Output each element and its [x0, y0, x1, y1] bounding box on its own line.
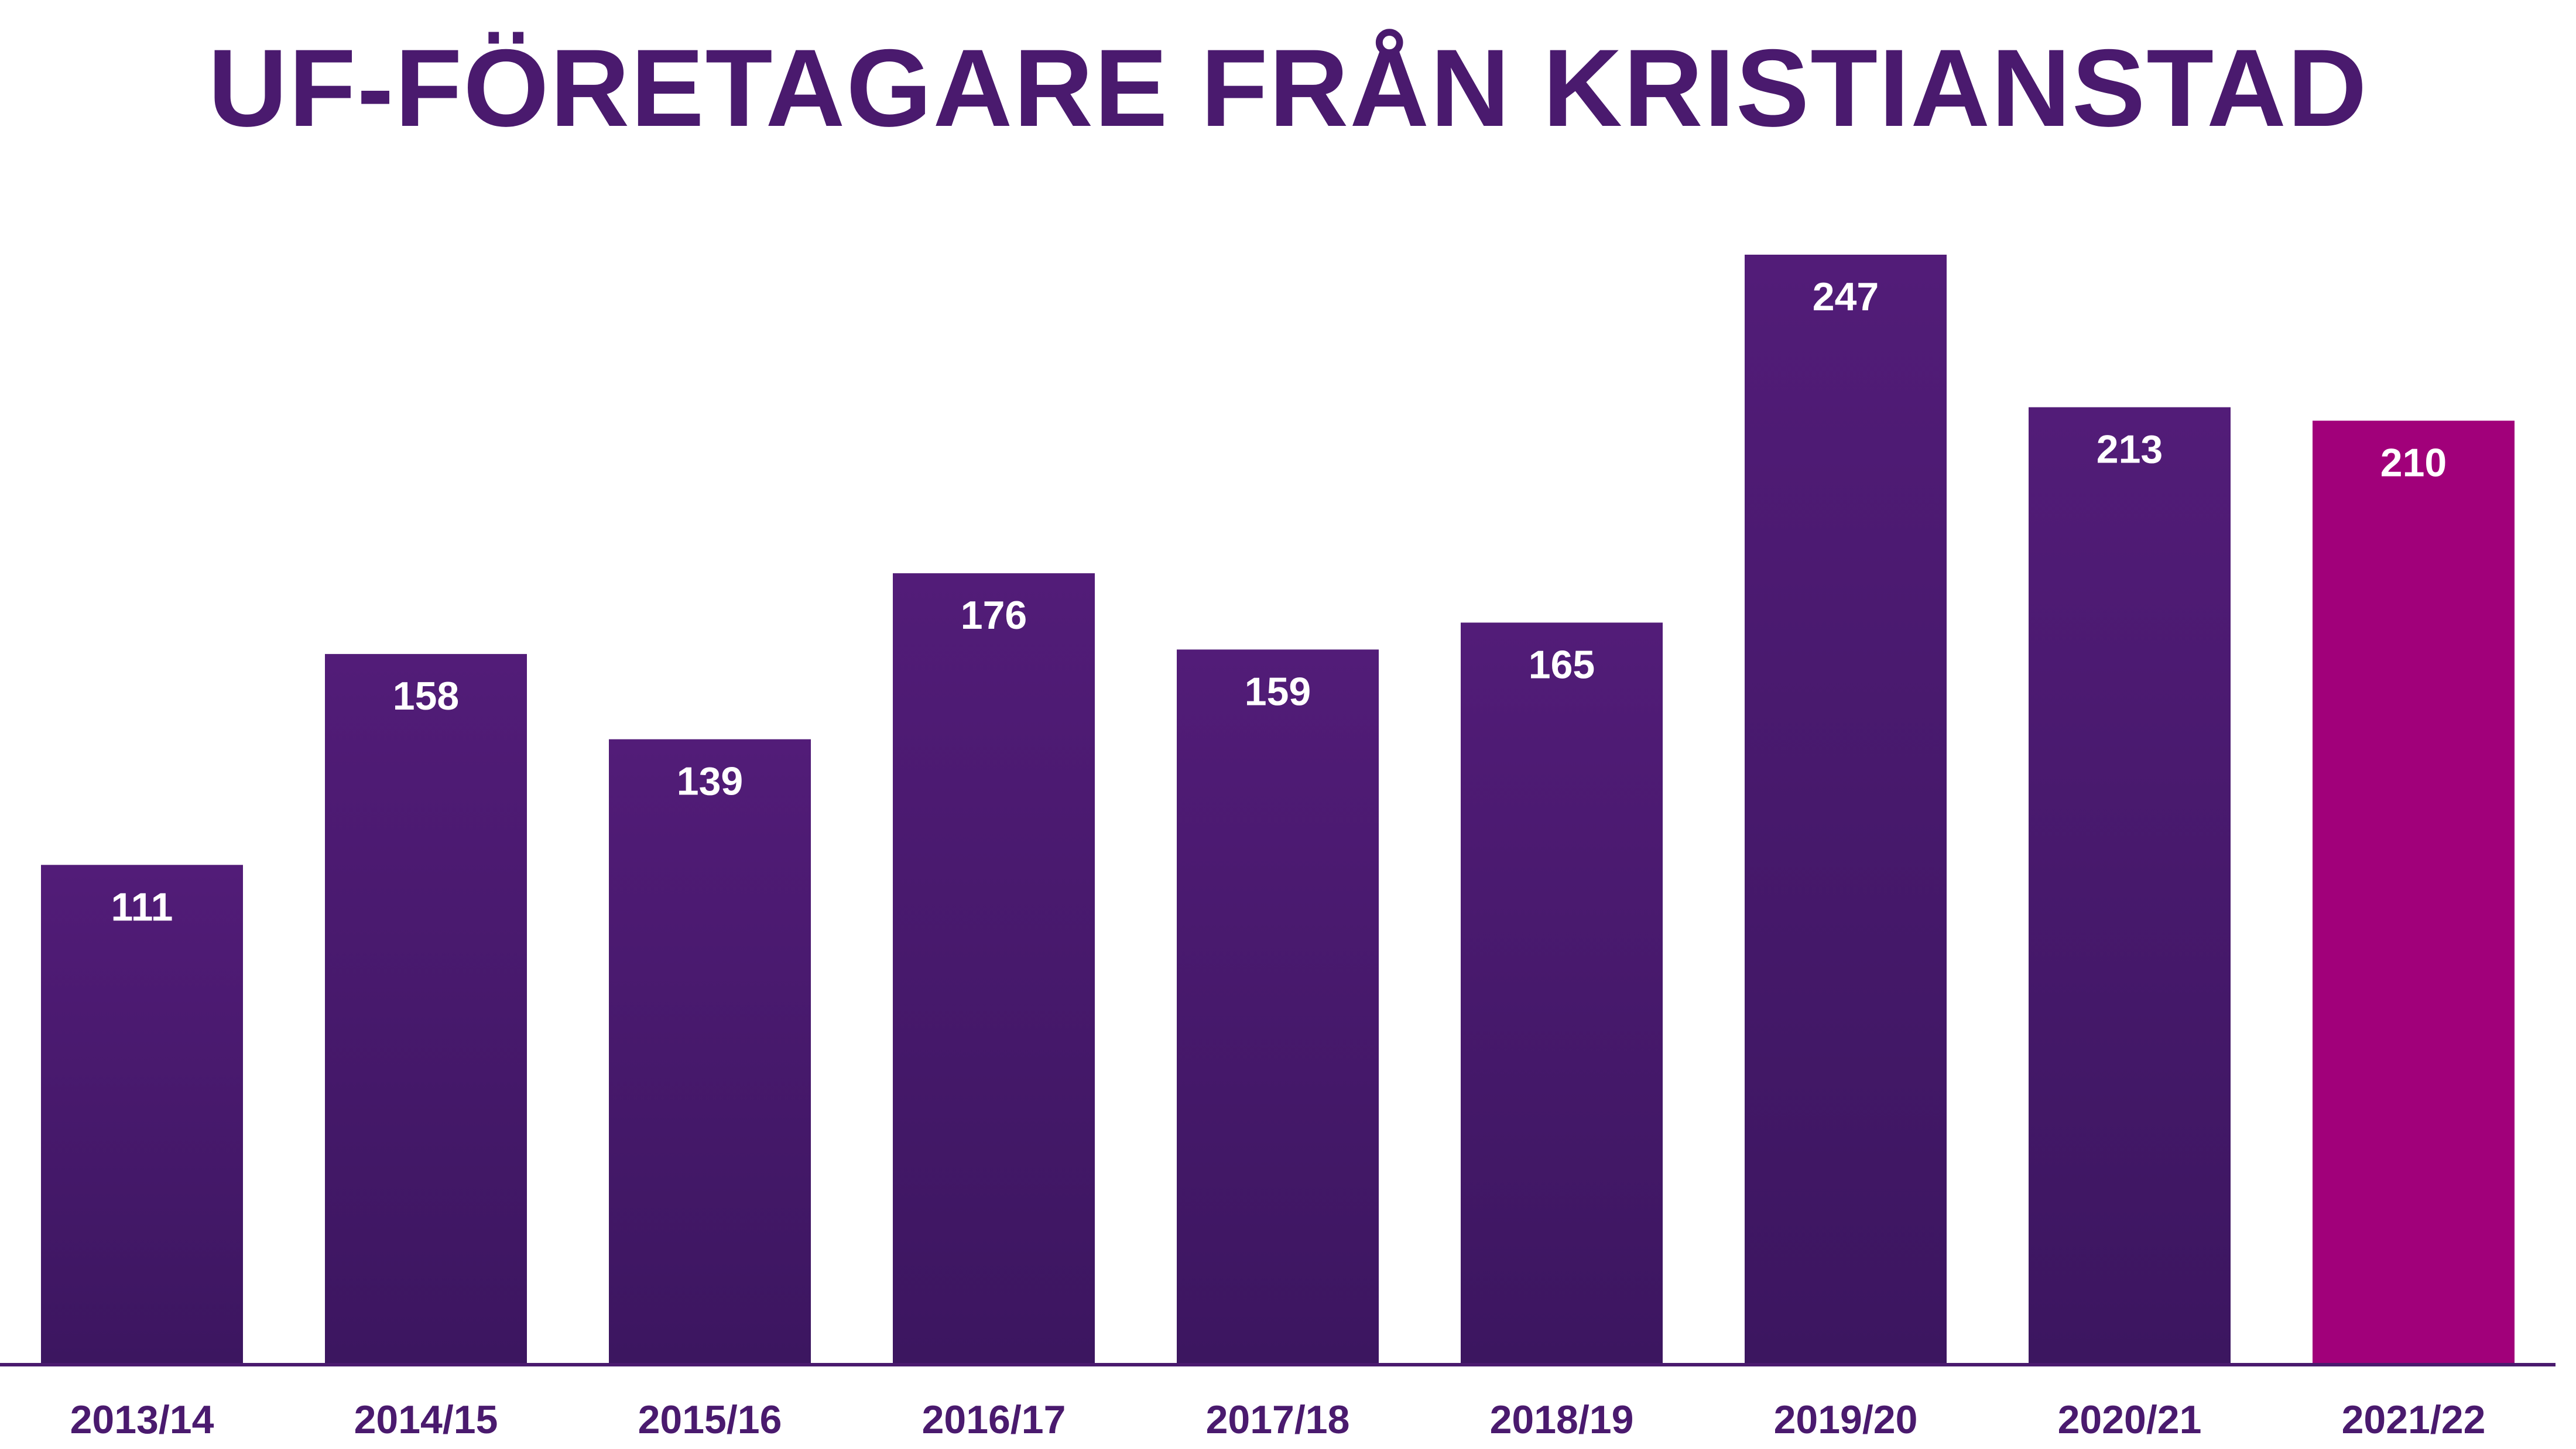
- bar-2014-15: [325, 654, 527, 1363]
- x-tick-label-2017-18: 2017/18: [1206, 1397, 1350, 1442]
- data-label-2017-18: 159: [1245, 669, 1311, 714]
- data-label-2020-21: 213: [2097, 427, 2163, 472]
- x-tick-label-2014-15: 2014/15: [354, 1397, 498, 1442]
- x-tick-label-2013-14: 2013/14: [70, 1397, 214, 1442]
- bar-2020-21: [2029, 407, 2231, 1363]
- bar-2021-22: [2313, 420, 2515, 1363]
- bar-2013-14: [41, 865, 243, 1363]
- bar-2015-16: [609, 739, 811, 1363]
- bar-2017-18: [1177, 649, 1379, 1363]
- data-label-2019-20: 247: [1813, 275, 1879, 319]
- x-tick-label-2021-22: 2021/22: [2342, 1397, 2486, 1442]
- x-tick-label-2016-17: 2016/17: [922, 1397, 1066, 1442]
- x-tick-label-2020-21: 2020/21: [2058, 1397, 2202, 1442]
- x-tick-label-2019-20: 2019/20: [1774, 1397, 1918, 1442]
- data-label-2014-15: 158: [393, 674, 459, 718]
- x-tick-label-2018-19: 2018/19: [1490, 1397, 1634, 1442]
- data-label-2016-17: 176: [961, 593, 1027, 638]
- bar-2018-19: [1461, 622, 1663, 1363]
- x-tick-labels-layer: 2013/14 2014/15 2015/16 2016/17 2017/18 2018/…: [70, 1397, 2486, 1442]
- data-label-2018-19: 165: [1529, 642, 1595, 687]
- data-label-2021-22: 210: [2380, 441, 2447, 485]
- data-labels-layer: 111 158 139 176 159 165 247 213 210: [111, 275, 2447, 929]
- x-tick-label-2015-16: 2015/16: [638, 1397, 782, 1442]
- bars-layer: [41, 255, 2515, 1363]
- chart-title: UF-FÖRETAGARE FRÅN KRISTIANSTAD: [208, 26, 2368, 149]
- data-label-2013-14: 111: [111, 885, 173, 929]
- bar-2019-20: [1745, 255, 1947, 1363]
- bar-2016-17: [893, 573, 1095, 1363]
- data-label-2015-16: 139: [677, 759, 743, 804]
